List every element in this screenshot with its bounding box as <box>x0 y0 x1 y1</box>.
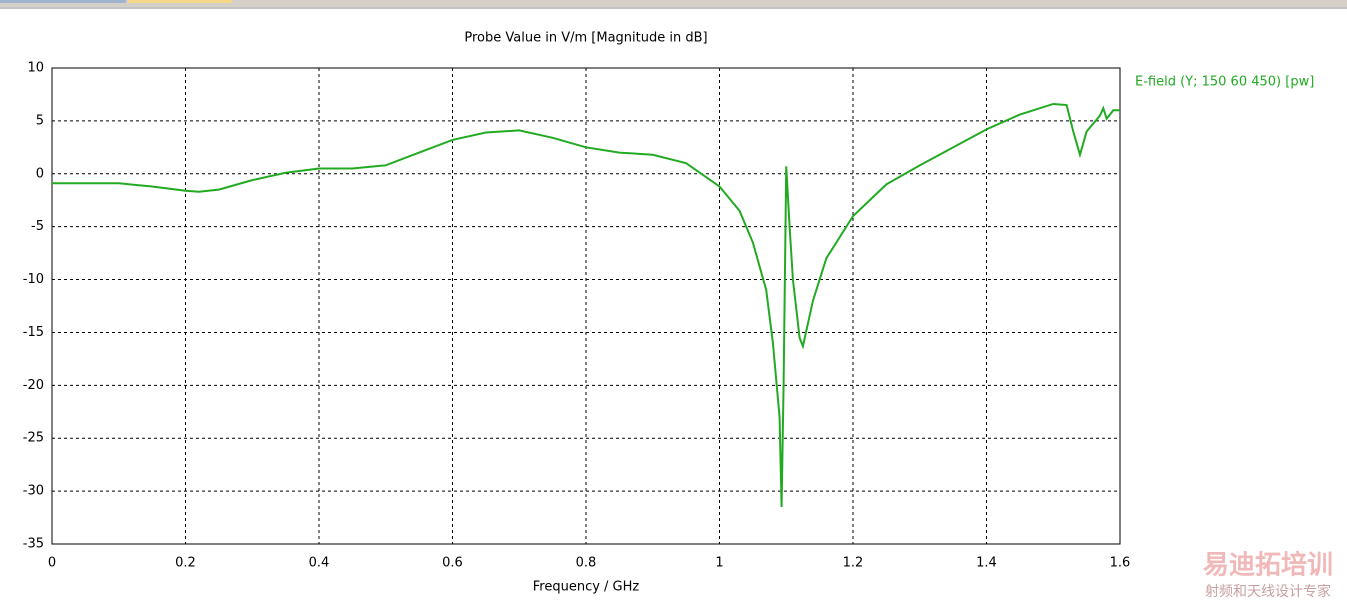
tab[interactable] <box>128 0 232 3</box>
x-tick-label: 0.6 <box>442 556 463 571</box>
x-tick-label: 0.4 <box>309 556 330 571</box>
tab[interactable] <box>0 0 126 3</box>
y-tick-label: -10 <box>23 272 44 287</box>
window-strip <box>0 0 1347 7</box>
chart-title: Probe Value in V/m [Magnitude in dB] <box>464 31 707 46</box>
y-tick-label: 0 <box>36 166 44 181</box>
y-tick-label: -30 <box>23 484 44 499</box>
y-tick-label: -20 <box>23 378 44 393</box>
x-tick-label: 1 <box>715 556 723 571</box>
y-tick-label: 10 <box>27 61 44 76</box>
data-line <box>52 102 1120 508</box>
x-axis-label: Frequency / GHz <box>533 580 640 595</box>
x-tick-label: 1.2 <box>843 556 864 571</box>
x-tick-label: 0.2 <box>175 556 196 571</box>
y-tick-label: 5 <box>36 113 44 128</box>
x-tick-label: 0 <box>48 556 56 571</box>
x-tick-label: 0.8 <box>576 556 597 571</box>
legend-entry: E-field (Y; 150 60 450) [pw] <box>1135 75 1314 90</box>
y-tick-label: -5 <box>31 219 44 234</box>
watermark: 易迪拓培训 <box>1203 551 1333 581</box>
y-tick-label: -15 <box>23 325 44 340</box>
y-tick-label: -35 <box>23 537 44 552</box>
watermark: 射频和天线设计专家 <box>1205 583 1331 600</box>
y-tick-label: -25 <box>23 431 44 446</box>
x-tick-label: 1.4 <box>976 556 997 571</box>
x-tick-label: 1.6 <box>1110 556 1131 571</box>
